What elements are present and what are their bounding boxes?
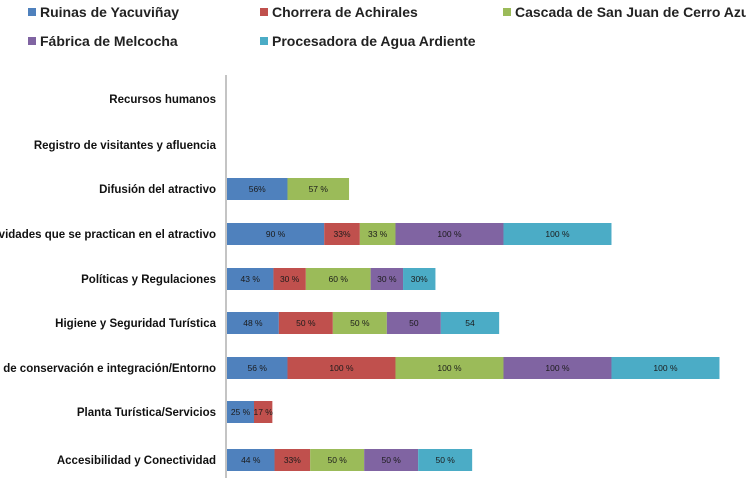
bar-planta-turistica-servicios-ruinas-de-yacuvinay — [227, 401, 254, 423]
data-label-difusion-del-atractivo-cascada-de-san-juan-de-cerro-azul: 57 % — [309, 184, 329, 194]
bar-politicas-y-regulaciones-cascada-de-san-juan-de-cerro-azul — [305, 268, 371, 290]
bar-actividades-que-se-practican-en-el-atractivo-cascada-de-san-juan-de-cerro-azul — [359, 223, 396, 245]
data-label-politicas-y-regulaciones-cascada-de-san-juan-de-cerro-azul: 60 % — [329, 274, 349, 284]
bar-higiene-y-seguridad-turistica-ruinas-de-yacuvinay — [227, 312, 279, 334]
category-label-registro-de-visitantes-y-afluencia: Registro de visitantes y afluencia — [34, 140, 217, 152]
data-label-estado-de-conservacion-e-integracion-entorno-procesadora-de-agua-ardiente: 100 % — [653, 363, 678, 373]
bar-higiene-y-seguridad-turistica-fabrica-de-melcocha — [386, 312, 441, 334]
data-label-actividades-que-se-practican-en-el-atractivo-fabrica-de-melcocha: 100 % — [437, 229, 462, 239]
data-label-planta-turistica-servicios-ruinas-de-yacuvinay: 25 % — [231, 407, 251, 417]
category-label-recursos-humanos: Recursos humanos — [109, 94, 216, 106]
bar-difusion-del-atractivo-ruinas-de-yacuvinay — [227, 178, 288, 200]
legend-label-cascada-de-san-juan-de-cerro-azul: Cascada de San Juan de Cerro Azul — [515, 4, 746, 20]
data-label-actividades-que-se-practican-en-el-atractivo-chorrera-de-achirales: 33% — [334, 229, 351, 239]
data-label-politicas-y-regulaciones-fabrica-de-melcocha: 30 % — [377, 274, 397, 284]
bar-planta-turistica-servicios-chorrera-de-achirales — [254, 401, 273, 423]
data-label-actividades-que-se-practican-en-el-atractivo-cascada-de-san-juan-de-cerro-azul: 33 % — [368, 229, 388, 239]
data-label-higiene-y-seguridad-turistica-procesadora-de-agua-ardiente: 54 — [465, 318, 475, 328]
bar-actividades-que-se-practican-en-el-atractivo-ruinas-de-yacuvinay — [227, 223, 325, 245]
data-label-actividades-que-se-practican-en-el-atractivo-ruinas-de-yacuvinay: 90 % — [266, 229, 286, 239]
category-labels: Recursos humanos Registro de visitantes y… — [0, 94, 217, 467]
bar-politicas-y-regulaciones-fabrica-de-melcocha — [370, 268, 404, 290]
bar-estado-de-conservacion-e-integracion-entorno-cascada-de-san-juan-de-cerro-azul — [395, 357, 504, 379]
bar-estado-de-conservacion-e-integracion-entorno-fabrica-de-melcocha — [503, 357, 612, 379]
data-label-politicas-y-regulaciones-chorrera-de-achirales: 30 % — [280, 274, 300, 284]
data-label-accesibilidad-y-conectividad-fabrica-de-melcocha: 50 % — [381, 455, 401, 465]
data-labels: 56% 57 % 90 % 33% 33 % 100 % 100 % 43 % 30 % 60 %… — [231, 184, 678, 465]
legend-label-procesadora-de-agua-ardiente: Procesadora de Agua Ardiente — [272, 33, 476, 49]
data-label-accesibilidad-y-conectividad-chorrera-de-achirales: 33% — [284, 455, 301, 465]
bar-accesibilidad-y-conectividad-procesadora-de-agua-ardiente — [418, 449, 473, 471]
bar-accesibilidad-y-conectividad-cascada-de-san-juan-de-cerro-azul — [310, 449, 365, 471]
data-label-politicas-y-regulaciones-procesadora-de-agua-ardiente: 30% — [411, 274, 428, 284]
bar-accesibilidad-y-conectividad-fabrica-de-melcocha — [364, 449, 419, 471]
legend-swatch-procesadora-de-agua-ardiente — [260, 37, 268, 45]
category-label-estado-de-conservacion-e-integracion-entorno: Estado de conservación e integración/Ent… — [0, 363, 216, 375]
bar-higiene-y-seguridad-turistica-procesadora-de-agua-ardiente — [440, 312, 500, 334]
bar-actividades-que-se-practican-en-el-atractivo-procesadora-de-agua-ardiente — [503, 223, 612, 245]
data-label-higiene-y-seguridad-turistica-cascada-de-san-juan-de-cerro-azul: 50 % — [350, 318, 370, 328]
bar-estado-de-conservacion-e-integracion-entorno-procesadora-de-agua-ardiente — [611, 357, 720, 379]
legend-swatch-chorrera-de-achirales — [260, 8, 268, 16]
category-label-planta-turistica-servicios: Planta Turística/Servicios — [77, 407, 216, 419]
category-label-difusion-del-atractivo: Difusión del atractivo — [99, 184, 216, 196]
data-label-politicas-y-regulaciones-ruinas-de-yacuvinay: 43 % — [241, 274, 261, 284]
data-label-estado-de-conservacion-e-integracion-entorno-cascada-de-san-juan-de-cerro-azul: 100 % — [437, 363, 462, 373]
data-label-estado-de-conservacion-e-integracion-entorno-chorrera-de-achirales: 100 % — [329, 363, 354, 373]
data-label-estado-de-conservacion-e-integracion-entorno-fabrica-de-melcocha: 100 % — [545, 363, 570, 373]
legend-swatch-fabrica-de-melcocha — [28, 37, 36, 45]
bar-politicas-y-regulaciones-procesadora-de-agua-ardiente — [403, 268, 436, 290]
bar-higiene-y-seguridad-turistica-chorrera-de-achirales — [278, 312, 333, 334]
bar-actividades-que-se-practican-en-el-atractivo-chorrera-de-achirales — [324, 223, 360, 245]
data-label-accesibilidad-y-conectividad-procesadora-de-agua-ardiente: 50 % — [435, 455, 455, 465]
category-label-politicas-y-regulaciones: Políticas y Regulaciones — [81, 274, 216, 286]
bar-estado-de-conservacion-e-integracion-entorno-ruinas-de-yacuvinay — [227, 357, 288, 379]
data-label-estado-de-conservacion-e-integracion-entorno-ruinas-de-yacuvinay: 56 % — [248, 363, 268, 373]
legend-label-fabrica-de-melcocha: Fábrica de Melcocha — [40, 33, 178, 49]
data-label-accesibilidad-y-conectividad-cascada-de-san-juan-de-cerro-azul: 50 % — [327, 455, 347, 465]
bar-estado-de-conservacion-e-integracion-entorno-chorrera-de-achirales — [287, 357, 396, 379]
bars — [227, 178, 720, 471]
data-label-actividades-que-se-practican-en-el-atractivo-procesadora-de-agua-ardiente: 100 % — [545, 229, 570, 239]
category-label-accesibilidad-y-conectividad: Accesibilidad y Conectividad — [57, 455, 216, 467]
bar-accesibilidad-y-conectividad-ruinas-de-yacuvinay — [227, 449, 275, 471]
data-label-higiene-y-seguridad-turistica-chorrera-de-achirales: 50 % — [296, 318, 316, 328]
bar-higiene-y-seguridad-turistica-cascada-de-san-juan-de-cerro-azul — [332, 312, 387, 334]
bar-actividades-que-se-practican-en-el-atractivo-fabrica-de-melcocha — [395, 223, 504, 245]
legend: Ruinas de Yacuviñay Chorrera de Achirales… — [28, 4, 746, 49]
legend-label-chorrera-de-achirales: Chorrera de Achirales — [272, 4, 418, 20]
bar-politicas-y-regulaciones-ruinas-de-yacuvinay — [227, 268, 274, 290]
bar-politicas-y-regulaciones-chorrera-de-achirales — [273, 268, 306, 290]
data-label-planta-turistica-servicios-chorrera-de-achirales: 17 % — [253, 407, 273, 417]
bar-accesibilidad-y-conectividad-chorrera-de-achirales — [274, 449, 311, 471]
category-label-actividades-que-se-practican-en-el-atractivo: Actividades que se practican en el atrac… — [0, 229, 216, 241]
category-label-higiene-y-seguridad-turistica: Higiene y Seguridad Turística — [55, 318, 216, 330]
data-label-higiene-y-seguridad-turistica-ruinas-de-yacuvinay: 48 % — [243, 318, 263, 328]
legend-swatch-cascada-de-san-juan-de-cerro-azul — [503, 8, 511, 16]
data-label-difusion-del-atractivo-ruinas-de-yacuvinay: 56% — [249, 184, 266, 194]
data-label-higiene-y-seguridad-turistica-fabrica-de-melcocha: 50 — [409, 318, 419, 328]
legend-swatch-ruinas-de-yacuvinay — [28, 8, 36, 16]
data-label-accesibilidad-y-conectividad-ruinas-de-yacuvinay: 44 % — [241, 455, 261, 465]
bar-difusion-del-atractivo-cascada-de-san-juan-de-cerro-azul — [287, 178, 350, 200]
legend-label-ruinas-de-yacuvinay: Ruinas de Yacuviñay — [40, 4, 179, 20]
